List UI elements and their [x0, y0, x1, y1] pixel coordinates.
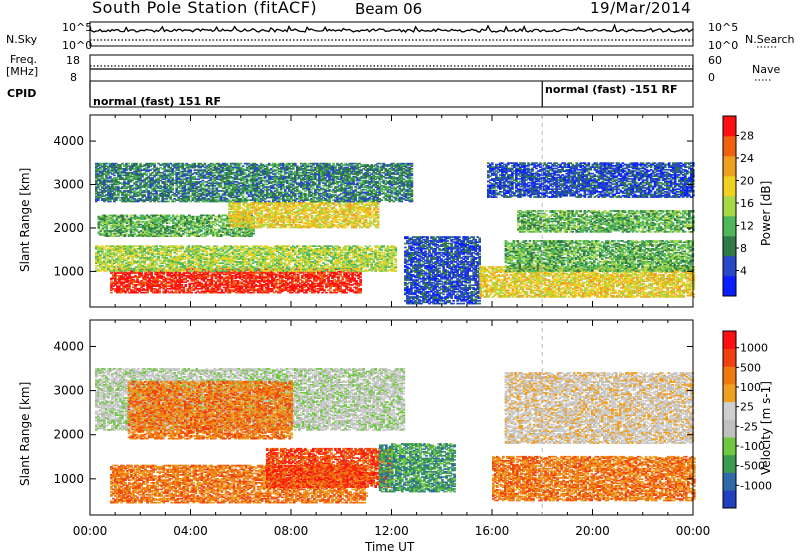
velocity-colorbar-cell-7	[723, 366, 736, 384]
power-colorbar-cell-6	[723, 156, 736, 176]
x-tick-label-2: 08:00	[274, 524, 309, 538]
velocity-colorbar-tick-7: -1000	[740, 479, 772, 492]
power-ytick-label-0: 1000	[53, 264, 84, 278]
power-colorbar-cell-3	[723, 216, 736, 236]
power-colorbar-cell-1	[723, 256, 736, 276]
velocity-colorbar-cell-0	[723, 490, 736, 508]
cpid-panel-frame	[90, 81, 693, 107]
velocity-ylabel: Slant Range [km]	[18, 382, 32, 486]
power-colorbar-label: Power [dB]	[759, 181, 773, 246]
velocity-ytick-label-1: 2000	[53, 428, 84, 442]
velocity-colorbar-cell-6	[723, 384, 736, 402]
power-colorbar-cell-8	[723, 116, 736, 136]
velocity-colorbar-cell-2	[723, 455, 736, 473]
power-colorbar-cell-4	[723, 196, 736, 216]
velocity-colorbar-tick-1: 500	[740, 361, 761, 374]
nsky-panel-frame	[90, 22, 693, 46]
x-tick-label-5: 20:00	[575, 524, 610, 538]
x-axis-label: Time UT	[365, 541, 414, 553]
x-tick-label-3: 12:00	[374, 524, 409, 538]
velocity-colorbar-tick-3: 25	[740, 401, 754, 414]
power-colorbar-tick-2: 12	[740, 220, 754, 233]
power-colorbar-cell-0	[723, 276, 736, 296]
power-colorbar-cell-7	[723, 136, 736, 156]
velocity-ytick-label-3: 4000	[53, 339, 84, 353]
power-colorbar-tick-3: 16	[740, 197, 754, 210]
power-colorbar-tick-5: 24	[740, 152, 754, 165]
velocity-colorbar-tick-0: 1000	[740, 342, 768, 355]
freq-panel-frame	[90, 55, 693, 81]
power-ytick-label-1: 2000	[53, 221, 84, 235]
velocity-colorbar-cell-5	[723, 402, 736, 420]
x-tick-label-1: 04:00	[173, 524, 208, 538]
velocity-ytick-label-0: 1000	[53, 472, 84, 486]
x-tick-label-4: 16:00	[475, 524, 510, 538]
velocity-ytick-label-2: 3000	[53, 384, 84, 398]
velocity-colorbar-label: Velocity [m s-1]	[759, 381, 773, 475]
velocity-colorbar-cell-3	[723, 437, 736, 455]
power-colorbar-tick-1: 8	[740, 242, 747, 255]
x-tick-label-6: 00:00	[676, 524, 711, 538]
velocity-colorbar-tick-2: 100	[740, 381, 761, 394]
power-colorbar-tick-6: 28	[740, 130, 754, 143]
velocity-colorbar-cell-4	[723, 420, 736, 438]
velocity-colorbar-cell-1	[723, 473, 736, 491]
power-colorbar-tick-4: 20	[740, 175, 754, 188]
velocity-colorbar-tick-4: -25	[740, 420, 758, 433]
power-colorbar-tick-0: 4	[740, 265, 747, 278]
nsky-trace	[90, 25, 693, 32]
velocity-colorbar-cell-8	[723, 349, 736, 367]
power-ytick-label-3: 4000	[53, 134, 84, 148]
x-tick-label-0: 00:00	[73, 524, 108, 538]
power-colorbar-cell-2	[723, 236, 736, 256]
power-ylabel: Slant Range [km]	[18, 168, 32, 272]
velocity-colorbar-cell-9	[723, 331, 736, 349]
power-colorbar-cell-5	[723, 176, 736, 196]
power-ytick-label-2: 3000	[53, 178, 84, 192]
